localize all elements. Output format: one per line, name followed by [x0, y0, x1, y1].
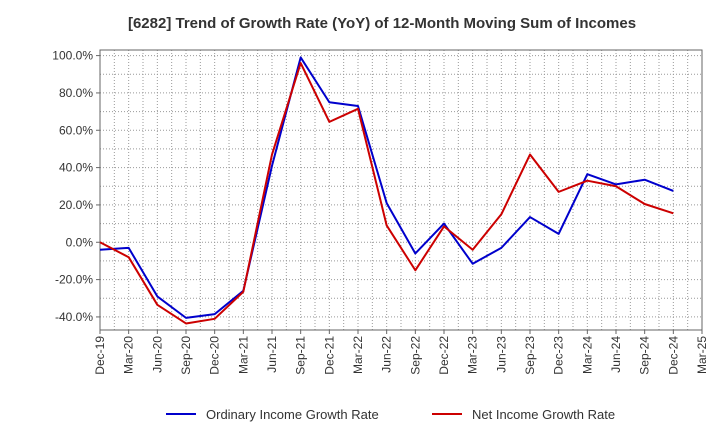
x-tick-label: Dec-19 — [93, 336, 107, 375]
y-tick-label: 60.0% — [59, 123, 93, 137]
x-tick-label: Jun-24 — [609, 336, 623, 373]
grid — [99, 50, 703, 330]
y-tick-label: -40.0% — [55, 310, 93, 324]
x-tick-label: Dec-22 — [437, 336, 451, 375]
series-line-ordinary-income — [99, 56, 674, 319]
chart-title: [6282] Trend of Growth Rate (YoY) of 12-… — [128, 15, 636, 32]
x-tick-label: Jun-21 — [265, 336, 279, 373]
y-tick-label: 0.0% — [66, 235, 94, 249]
x-tick-label: Dec-24 — [666, 336, 680, 375]
x-tick-label: Sep-23 — [523, 336, 537, 375]
x-tick-label: Mar-24 — [580, 336, 594, 374]
y-axis: -40.0% -20.0% 0.0% 20.0% 40.0% 60.0% 80.0% 100.… — [52, 49, 100, 324]
x-tick-label: Sep-20 — [179, 336, 193, 375]
plot-frame — [99, 49, 703, 331]
y-tick-label: 20.0% — [59, 198, 93, 212]
x-tick-label: Mar-23 — [466, 336, 480, 374]
x-tick-label: Jun-23 — [494, 336, 508, 373]
x-tick-label: Dec-23 — [552, 336, 566, 375]
x-tick-label: Jun-22 — [380, 336, 394, 373]
x-tick-label: Mar-21 — [236, 336, 250, 374]
x-tick-label: Sep-24 — [638, 336, 652, 375]
series-lines — [99, 56, 674, 325]
x-tick-label: Mar-20 — [122, 336, 136, 374]
x-tick-label: Dec-20 — [208, 336, 222, 375]
x-tick-label: Sep-22 — [408, 336, 422, 375]
x-tick-label: Sep-21 — [294, 336, 308, 375]
x-tick-label: Jun-20 — [150, 336, 164, 373]
legend-label: Ordinary Income Growth Rate — [206, 407, 379, 422]
x-axis: Dec-19 Mar-20 Jun-20 Sep-20 Dec-20 Mar-21 Jun-… — [93, 330, 709, 375]
x-tick-label: Dec-21 — [322, 336, 336, 375]
y-tick-label: 40.0% — [59, 161, 93, 175]
legend-label: Net Income Growth Rate — [472, 407, 615, 422]
y-tick-label: -20.0% — [55, 273, 93, 287]
y-tick-label: 80.0% — [59, 86, 93, 100]
x-tick-label: Mar-22 — [351, 336, 365, 374]
series-line-net-income — [99, 62, 674, 325]
legend: Ordinary Income Growth Rate Net Income Gr… — [166, 407, 615, 422]
y-tick-label: 100.0% — [52, 49, 93, 63]
x-tick-label: Mar-25 — [695, 336, 709, 374]
